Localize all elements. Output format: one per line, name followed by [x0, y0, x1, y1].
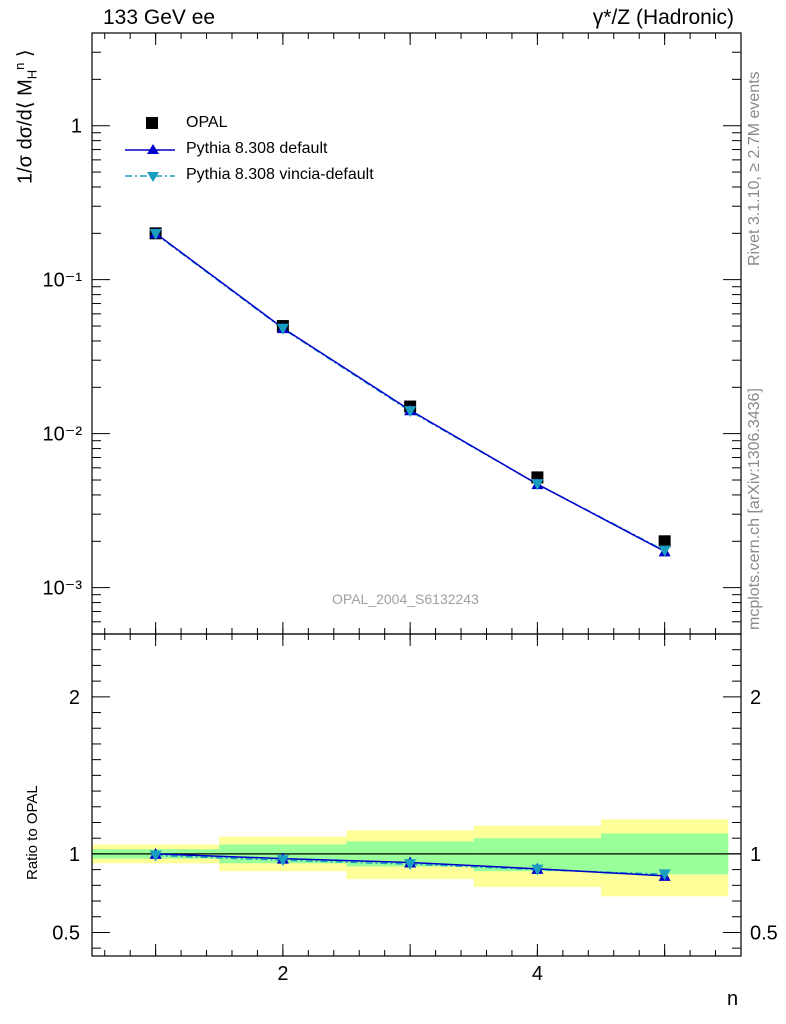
ratio-y-tick-label-left-0: 0.5: [52, 922, 80, 944]
ratio-y-tick-label-right-0: 0.5: [750, 922, 778, 944]
main-y-tick-label-3: 1: [71, 116, 82, 138]
main-point-vincia-5: [658, 545, 671, 557]
legend-label-default: Pythia 8.308 default: [186, 140, 328, 157]
x-axis-label: n: [727, 988, 739, 1010]
legend-label-opal: OPAL: [186, 114, 228, 131]
ratio-y-tick-label-right-1: 1: [750, 844, 761, 866]
main-point-vincia-1: [149, 229, 162, 241]
ratio-y-tick-label-left-1: 1: [69, 844, 80, 866]
ratio-point-vincia-5: [658, 869, 671, 881]
x-tick-label-4: 4: [532, 963, 543, 985]
ratio-plot-frame: [91, 633, 742, 957]
header-left: 133 GeV ee: [103, 6, 216, 29]
main-point-opal-5: [658, 535, 671, 548]
analysis-watermark: OPAL_2004_S6132243: [332, 591, 479, 607]
ratio-point-vincia-1: [149, 850, 162, 862]
legend-marker-default: [125, 144, 175, 154]
main-y-tick-label-1: 10⁻²: [43, 424, 83, 446]
ratio-point-vincia-2: [276, 855, 289, 867]
ratio-point-vincia-4: [531, 864, 544, 876]
main-y-tick-label-2: 10⁻¹: [43, 270, 83, 292]
main-point-vincia-2: [276, 323, 289, 335]
main-line-default: [155, 232, 665, 553]
x-tick-label-2: 2: [277, 963, 288, 985]
header-right: γ*/Z (Hadronic): [592, 6, 734, 29]
ratio-point-vincia-3: [404, 859, 417, 871]
ratio-y-tick-label-left-2: 2: [69, 687, 80, 709]
main-point-vincia-4: [531, 479, 544, 491]
main-point-vincia-3: [404, 406, 417, 418]
main-y-tick-label-0: 10⁻³: [43, 578, 83, 600]
ratio-y-tick-label-right-2: 2: [750, 687, 761, 709]
legend-label-vincia: Pythia 8.308 vincia-default: [186, 166, 374, 183]
legend-marker-vincia: [125, 172, 175, 182]
main-line-vincia: [155, 233, 665, 552]
legend-marker-opal: [146, 117, 158, 129]
main-plot-frame: [91, 32, 742, 635]
